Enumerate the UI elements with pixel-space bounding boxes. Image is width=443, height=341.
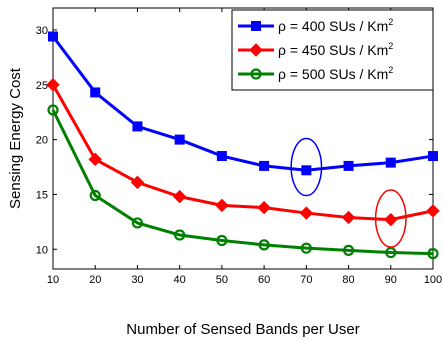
legend-label: ρ = 400 SUs / Km2 xyxy=(278,17,393,34)
plot-frame xyxy=(52,7,434,270)
data-point-circle xyxy=(89,189,101,202)
legend-label-superscript: 2 xyxy=(388,41,393,51)
legend-label: ρ = 500 SUs / Km2 xyxy=(278,65,393,82)
data-point-diamond xyxy=(341,210,356,225)
y-tick-label: 20 xyxy=(36,135,48,147)
legend-label-text: ρ = 500 SUs / Km xyxy=(278,66,388,82)
data-point-square xyxy=(48,31,58,42)
x-tick-label: 30 xyxy=(131,274,143,286)
data-point-square xyxy=(132,121,143,132)
data-point-circle xyxy=(342,244,355,256)
legend-label-superscript: 2 xyxy=(388,17,393,27)
x-tick-label: 60 xyxy=(258,274,270,286)
x-tick-label: 40 xyxy=(174,274,186,286)
x-tick-label: 100 xyxy=(424,274,442,286)
series-line xyxy=(51,35,434,172)
data-point-diamond xyxy=(215,198,229,213)
data-point-diamond xyxy=(257,200,271,215)
y-tick-label: 30 xyxy=(36,25,48,37)
data-point-diamond xyxy=(249,43,263,57)
data-point-square xyxy=(343,160,354,171)
y-tick-label: 10 xyxy=(36,244,48,256)
data-point-circle xyxy=(216,234,228,247)
data-point-circle xyxy=(250,68,262,80)
x-tick-label: 80 xyxy=(342,274,354,286)
x-tick-label: 20 xyxy=(89,274,101,286)
data-point-diamond xyxy=(88,152,102,167)
data-point-square xyxy=(259,160,270,171)
series-line xyxy=(51,84,434,222)
series-line xyxy=(51,109,434,256)
legend-label: ρ = 450 SUs / Km2 xyxy=(278,41,393,58)
plot-area: 10 20 30 40 50 60 70 80 90 100 10 15 20 25 30 xyxy=(36,7,442,286)
x-tick-label: 10 xyxy=(47,274,59,286)
data-point-square xyxy=(301,165,312,176)
data-point-circle xyxy=(47,104,59,116)
data-point-circle xyxy=(131,217,144,229)
highlight-ellipse xyxy=(374,189,407,248)
y-tick-label: 15 xyxy=(36,189,48,201)
data-point-diamond xyxy=(130,175,145,190)
x-tick-label: 50 xyxy=(216,274,228,286)
data-point-square xyxy=(428,151,438,162)
data-point-square xyxy=(90,87,101,98)
data-point-square xyxy=(251,21,261,31)
data-point-diamond xyxy=(46,78,60,92)
legend-entry-3: ρ = 500 SUs / Km2 xyxy=(238,65,393,82)
data-point-square xyxy=(216,151,227,162)
data-point-diamond xyxy=(299,206,314,220)
series-3 xyxy=(47,104,439,260)
data-point-circle xyxy=(174,229,186,241)
data-point-diamond xyxy=(426,204,440,218)
legend-entry-1: ρ = 400 SUs / Km2 xyxy=(238,17,393,34)
data-point-circle xyxy=(427,248,439,260)
data-point-square xyxy=(174,134,185,145)
series-2 xyxy=(46,78,440,227)
y-axis-label: Sensing Energy Cost xyxy=(7,67,24,209)
series-1 xyxy=(48,31,438,176)
x-axis-label: Number of Sensed Bands per User xyxy=(126,321,359,338)
data-point-diamond xyxy=(172,189,187,204)
x-tick-label: 70 xyxy=(300,274,312,286)
legend-label-text: ρ = 450 SUs / Km xyxy=(278,42,388,58)
legend-entry-2: ρ = 450 SUs / Km2 xyxy=(238,41,393,58)
highlight-ellipse xyxy=(290,137,323,197)
data-point-circle xyxy=(300,242,312,254)
legend-label-text: ρ = 400 SUs / Km xyxy=(278,18,388,34)
data-point-square xyxy=(385,157,396,168)
data-point-diamond xyxy=(384,212,398,227)
data-point-circle xyxy=(258,239,270,251)
legend-label-superscript: 2 xyxy=(388,65,393,75)
data-point-circle xyxy=(385,246,397,259)
x-tick-label: 90 xyxy=(385,274,397,286)
y-tick-label: 25 xyxy=(36,80,48,92)
